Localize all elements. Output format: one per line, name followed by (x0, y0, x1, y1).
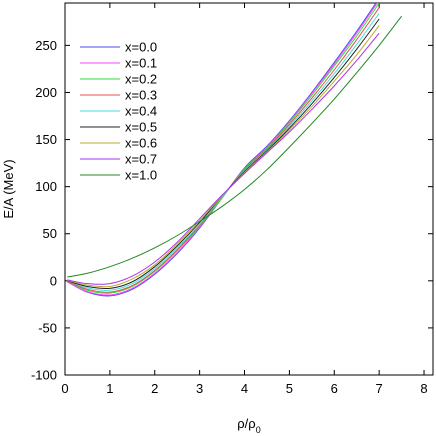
y-tick-label: -100 (31, 368, 57, 383)
legend-label: x=0.2 (125, 72, 157, 87)
x-tick-label: 2 (151, 381, 158, 396)
legend-label: x=0.6 (125, 136, 157, 151)
y-tick-label: 200 (35, 85, 57, 100)
y-tick-label: 100 (35, 179, 57, 194)
series-line (67, 3, 377, 297)
plot-frame (64, 2, 434, 376)
y-tick-label: 0 (50, 273, 57, 288)
x-tick-label: 3 (196, 381, 203, 396)
y-tick-label: 250 (35, 38, 57, 53)
series-line (67, 25, 380, 288)
legend-label: x=0.7 (125, 152, 157, 167)
x-tick-label: 0 (61, 381, 68, 396)
series-line (67, 15, 402, 278)
x-tick-label: 1 (106, 381, 113, 396)
y-tick-label: -50 (38, 320, 57, 335)
legend-label: x=0.4 (125, 104, 157, 119)
x-tick-label: 6 (331, 381, 338, 396)
legend-label: x=1.0 (125, 168, 157, 183)
series-line (67, 3, 378, 296)
x-tick-label: 4 (241, 381, 248, 396)
legend-label: x=0.5 (125, 120, 157, 135)
series-lines (67, 3, 402, 297)
x-tick-label: 5 (286, 381, 293, 396)
x-tick-label: 7 (376, 381, 383, 396)
x-tick-label: 8 (420, 381, 427, 396)
y-axis-label: E/A (MeV) (1, 159, 16, 218)
series-line (67, 13, 380, 291)
legend-label: x=0.0 (125, 40, 157, 55)
x-axis-label: ρ/ρ0 (237, 416, 260, 435)
y-tick-label: 50 (43, 226, 57, 241)
series-line (67, 7, 380, 293)
series-line (67, 3, 380, 294)
legend: x=0.0x=0.1x=0.2x=0.3x=0.4x=0.5x=0.6x=0.7… (80, 40, 157, 183)
y-tick-label: 150 (35, 132, 57, 147)
axis-ticks: 0 1 2 3 4 5 6 7 8 -100 -50 0 50 100 150 200 250 (31, 3, 433, 396)
legend-label: x=0.1 (125, 56, 157, 71)
series-line (67, 32, 380, 285)
legend-label: x=0.3 (125, 88, 157, 103)
series-line (67, 18, 380, 290)
